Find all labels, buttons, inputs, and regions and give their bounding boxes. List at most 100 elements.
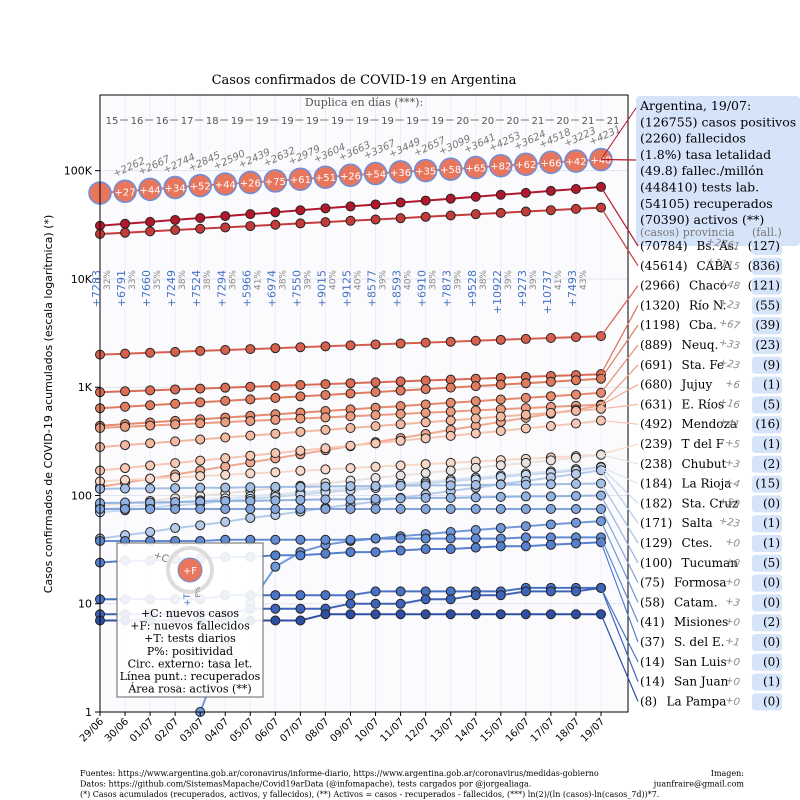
doubling-value: 21 — [531, 116, 544, 127]
data-point — [570, 468, 581, 479]
province-deaths: (0) — [763, 635, 780, 649]
data-point — [270, 343, 281, 354]
data-point — [320, 412, 331, 423]
deaths-bg — [752, 693, 782, 711]
province-deaths: (55) — [755, 298, 780, 312]
label-connector — [600, 207, 639, 267]
x-tick-label: 15/07 — [479, 716, 507, 744]
data-point — [195, 383, 206, 394]
deaths-daily-label: +54 — [365, 170, 386, 181]
data-point — [295, 342, 306, 353]
deaths-bg — [752, 554, 782, 572]
data-point — [395, 213, 406, 224]
province-cases: (14) — [640, 655, 665, 669]
data-point — [345, 609, 356, 620]
deaths-daily-label: +44 — [215, 180, 236, 191]
province-daily: +41 — [718, 417, 741, 431]
positivity-label: 39% — [529, 270, 539, 290]
data-point — [220, 222, 231, 233]
data-point — [345, 378, 356, 389]
y-tick-label: 1 — [85, 706, 92, 719]
doubling-value: 16 — [131, 116, 144, 127]
data-point — [495, 503, 506, 514]
data-point — [270, 561, 281, 572]
data-point — [195, 520, 206, 531]
province-deaths: (0) — [763, 595, 780, 609]
data-point — [495, 590, 506, 601]
data-point — [270, 590, 281, 601]
data-point — [245, 415, 256, 426]
data-point — [395, 197, 406, 208]
positivity-label: 39% — [303, 270, 313, 290]
data-point — [320, 217, 331, 228]
deaths-bg — [752, 277, 782, 295]
data-point — [420, 375, 431, 386]
deaths-bg — [752, 455, 782, 473]
data-point — [570, 183, 581, 194]
data-point — [520, 532, 531, 543]
data-point — [170, 483, 181, 494]
province-name: Cba. — [689, 318, 717, 332]
deaths-daily-label: +51 — [315, 173, 336, 184]
deaths-bg — [752, 653, 782, 671]
data-point — [470, 209, 481, 220]
province-cases: (70784) — [640, 239, 688, 253]
data-point — [270, 392, 281, 403]
doubling-value: 19 — [281, 116, 294, 127]
province-deaths: (39) — [755, 318, 780, 332]
data-point — [145, 473, 156, 484]
annotation-title: Duplica en días (***): — [305, 96, 423, 109]
province-cases: (1198) — [640, 318, 680, 332]
data-point — [195, 434, 206, 445]
data-point — [370, 438, 381, 449]
deaths-daily-label: +58 — [440, 165, 461, 176]
data-point — [295, 465, 306, 476]
data-point — [470, 479, 481, 490]
credit-line: juanfraire@gmail.com — [653, 780, 745, 789]
province-name: Chubut — [682, 457, 727, 471]
province-name: La Pampa — [667, 694, 727, 708]
province-deaths: (121) — [748, 279, 780, 293]
tests-label: +8577 — [366, 270, 379, 307]
data-point — [445, 465, 456, 476]
label-connector — [600, 587, 639, 682]
data-point — [320, 341, 331, 352]
province-daily: +67 — [718, 318, 741, 333]
data-point — [445, 382, 456, 393]
data-point — [345, 215, 356, 226]
deaths-daily-label: +65 — [465, 164, 486, 175]
province-daily: +23 — [718, 357, 741, 371]
data-point — [170, 472, 181, 483]
label-connector — [600, 483, 639, 544]
data-point — [195, 482, 206, 493]
legend-line: +T: tests diarios — [144, 632, 236, 645]
deaths-bg — [752, 337, 782, 354]
data-point — [145, 216, 156, 227]
positivity-label: 39% — [454, 270, 464, 290]
data-point — [470, 428, 481, 439]
data-point — [170, 214, 181, 225]
province-name: Ctes. — [682, 536, 713, 550]
data-point — [520, 187, 531, 198]
province-daily: +3 — [724, 596, 740, 609]
doubling-value: 20 — [506, 116, 519, 127]
data-point — [295, 481, 306, 492]
data-point — [570, 490, 581, 501]
data-point — [120, 401, 131, 412]
data-point — [520, 609, 531, 620]
province-cases: (492) — [640, 417, 672, 431]
data-point — [120, 503, 131, 514]
province-name: Catam. — [674, 595, 718, 609]
province-cases: (14) — [640, 675, 665, 689]
label-connector — [600, 419, 639, 425]
data-point — [570, 418, 581, 429]
data-point — [545, 586, 556, 597]
data-point — [520, 586, 531, 597]
legend-sample-f: +F — [183, 566, 197, 577]
x-tick-label: 13/07 — [429, 716, 457, 744]
province-name: E. Ríos — [682, 397, 725, 411]
province-daily: +33 — [718, 337, 741, 351]
data-point — [345, 411, 356, 422]
total-point — [413, 158, 438, 183]
province-daily: +0 — [724, 655, 740, 668]
